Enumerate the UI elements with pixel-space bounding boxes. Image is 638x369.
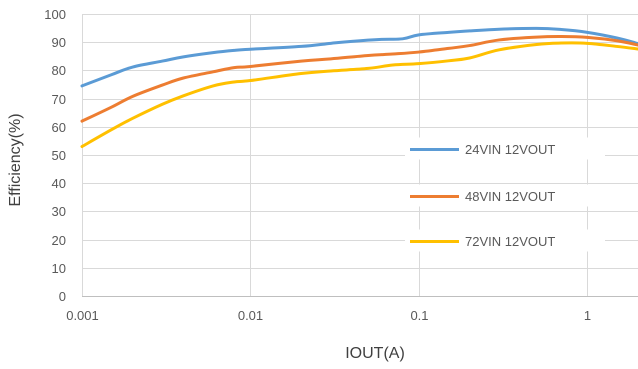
- legend-backdrop: [405, 229, 605, 252]
- x-tick-label: 0.001: [66, 308, 99, 323]
- legend-label-2: 48VIN 12VOUT: [465, 189, 555, 204]
- x-tick-label: 0.01: [238, 308, 263, 323]
- y-tick-label: 80: [52, 63, 66, 78]
- x-tick-label: 1: [584, 308, 591, 323]
- x-axis-ticks: 0.001 0.01 0.1 1: [66, 308, 591, 323]
- y-tick-label: 40: [52, 176, 66, 191]
- y-tick-label: 10: [52, 261, 66, 276]
- series-line-1: [80, 26, 638, 88]
- legend-label-3: 72VIN 12VOUT: [465, 234, 555, 249]
- y-axis-ticks: 0 10 20 30 40 50 60 70 80 90 100: [44, 7, 66, 304]
- legend-label-1: 24VIN 12VOUT: [465, 142, 555, 157]
- legend-backdrop: [405, 184, 605, 207]
- series-line-2: [80, 35, 638, 123]
- series-line-3: [80, 41, 638, 149]
- legend-backdrop: [405, 137, 605, 160]
- y-tick-label: 30: [52, 204, 66, 219]
- y-tick-label: 60: [52, 120, 66, 135]
- y-tick-label: 90: [52, 35, 66, 50]
- y-tick-label: 20: [52, 233, 66, 248]
- y-tick-label: 70: [52, 92, 66, 107]
- y-tick-label: 50: [52, 148, 66, 163]
- y-tick-label: 100: [44, 7, 66, 22]
- x-axis-title: IOUT(A): [345, 345, 405, 362]
- legend: 24VIN 12VOUT 48VIN 12VOUT 72VIN 12VOUT: [405, 137, 605, 252]
- y-axis-title: Efficiency(%): [7, 113, 24, 206]
- y-tick-label: 0: [59, 289, 66, 304]
- x-tick-label: 0.1: [410, 308, 428, 323]
- series-lines: [80, 26, 638, 149]
